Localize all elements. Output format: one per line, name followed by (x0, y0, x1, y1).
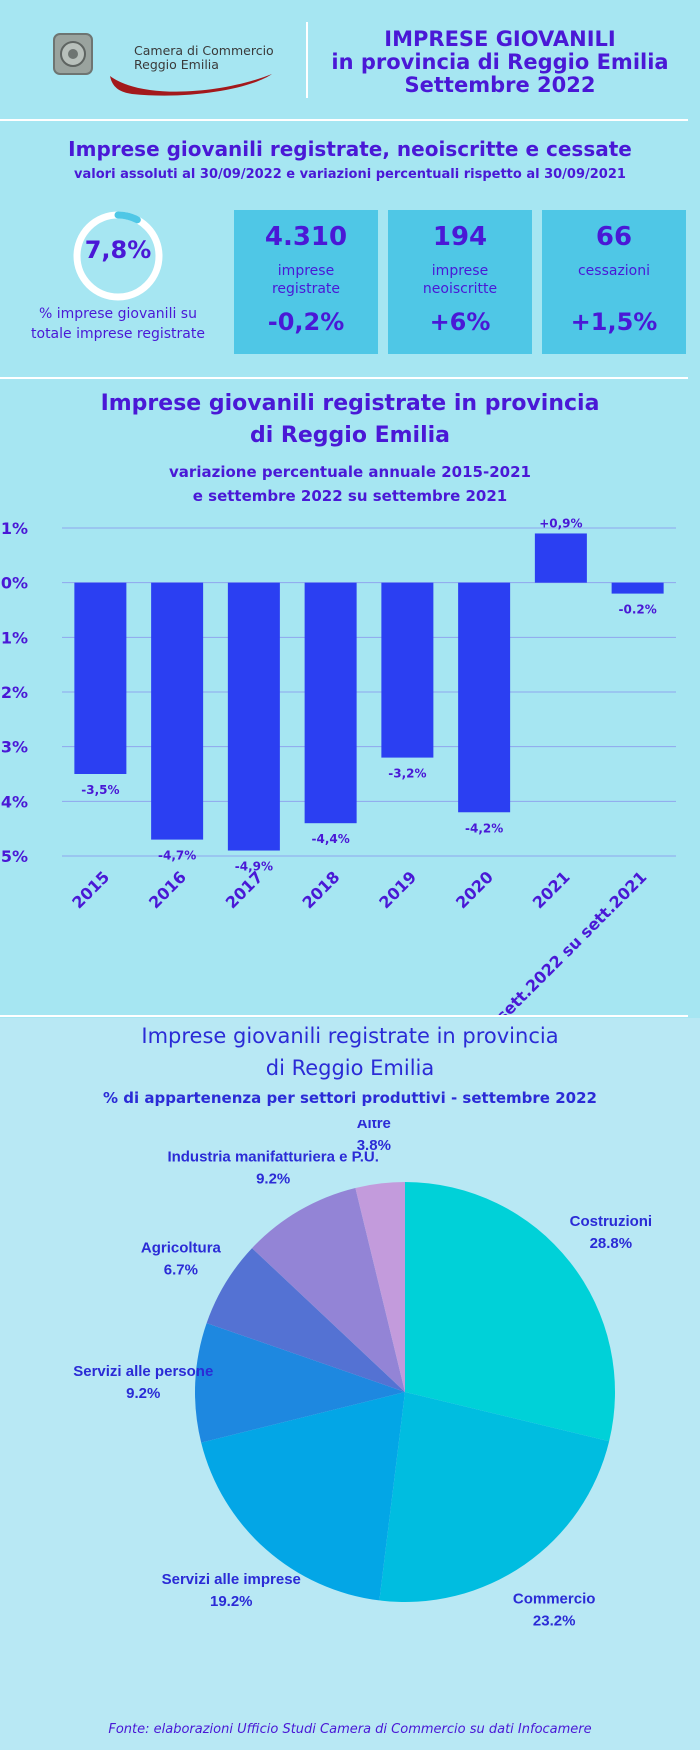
pie-label-value: 19.2% (210, 1593, 253, 1610)
x-tick-label: 2016 (145, 867, 190, 912)
y-tick-label: -3% (0, 738, 28, 757)
kpi-section-title: Imprese giovanili registrate, neoiscritt… (68, 137, 632, 161)
bar (381, 582, 434, 758)
kpi-change: +6% (429, 308, 491, 336)
x-tick-label: 2020 (452, 867, 497, 912)
bar-data-label: -3,5% (81, 783, 119, 797)
pie-label: Costruzioni 28.8% (570, 1213, 653, 1252)
bar-data-label: -0.2% (618, 603, 656, 617)
pie-label: Servizi alle persone 9.2% (73, 1363, 213, 1402)
kpi-box-registrate: 4.310 imprese registrate -0,2% (234, 210, 378, 354)
kpi-label: imprese neoiscritte (422, 263, 498, 297)
pie-slice (206, 1248, 405, 1392)
kpi-number: 4.310 (264, 222, 348, 252)
pie-chart: Costruzioni 28.8% Commercio 23.2% Servizi al… (73, 1120, 653, 1629)
kpi-label: cessazioni (577, 263, 651, 279)
kpi-change: -0,2% (267, 308, 345, 336)
pie-label: Altre 3.8% (357, 1120, 391, 1154)
share-value: 7,8% (84, 236, 152, 264)
pie-slice (195, 1323, 405, 1443)
bar-data-label: -4,7% (158, 849, 196, 863)
page-title: IMPRESE GIOVANILI in provincia di Reggio… (331, 27, 669, 97)
section-divider (0, 119, 688, 121)
pie-slice (201, 1392, 405, 1601)
pie-label-name: Industria manifatturiera e P.U. (167, 1149, 378, 1166)
kpi-change: +1,5% (570, 308, 658, 336)
kpi-section-subtitle: valori assoluti al 30/09/2022 e variazio… (74, 167, 626, 182)
kpi-box-cessazioni: 66 cessazioni +1,5% (542, 210, 686, 354)
header-divider (306, 22, 308, 98)
pie-label-value: 9.2% (256, 1171, 290, 1188)
bar-data-label: +0,9% (539, 516, 582, 530)
x-tick-label: 2018 (299, 867, 344, 912)
pie-chart-title: Imprese giovanili registrate in provinci… (141, 1024, 559, 1080)
bar (74, 582, 127, 774)
pie-label-name: Servizi alle imprese (162, 1571, 301, 1588)
pie-slice (355, 1182, 405, 1392)
source-note: Fonte: elaborazioni Ufficio Studi Camera… (108, 1722, 592, 1737)
y-tick-label: 1% (1, 519, 28, 538)
org-name: Camera di Commercio Reggio Emilia (134, 43, 274, 72)
share-ring (73, 211, 163, 301)
bar-data-label: -3,2% (388, 767, 426, 781)
x-tick-label: 2021 (529, 867, 574, 912)
section-divider (0, 1015, 688, 1017)
x-tick-label: 2019 (375, 867, 420, 912)
pie-label-name: Servizi alle persone (73, 1363, 213, 1380)
bar-data-label: -4,9% (235, 860, 273, 874)
pie-label-name: Costruzioni (570, 1213, 653, 1230)
bar-chart: 1% 0% -1% -2% -3% -4% -5% -3,5% 2015 -4,7% 2016 -4,… (0, 516, 676, 1015)
pie-label-name: Agricoltura (141, 1239, 222, 1256)
x-tick-label: 2017 (222, 867, 267, 912)
y-tick-label: -4% (0, 792, 28, 811)
kpi-number: 194 (432, 222, 488, 252)
pie-label-value: 9.2% (126, 1385, 160, 1402)
bar (458, 582, 511, 813)
pie-label: Commercio 23.2% (513, 1590, 596, 1629)
pie-label-name: Altre (357, 1120, 391, 1132)
kpi-number: 66 (595, 222, 633, 252)
pie-label-name: Commercio (513, 1590, 596, 1607)
pie-slice (379, 1392, 610, 1602)
x-tick-label: sett.2022 su sett.2021 (492, 867, 650, 1015)
bar (227, 582, 280, 851)
pie-label: Industria manifatturiera e P.U. 9.2% (167, 1149, 378, 1188)
share-ring-fill (73, 211, 163, 301)
y-tick-label: -2% (0, 683, 28, 702)
chamber-logo (53, 33, 272, 96)
bar (151, 582, 204, 840)
bar (611, 582, 664, 594)
y-tick-label: -1% (0, 628, 28, 647)
share-label: % imprese giovanili su totale imprese re… (31, 306, 205, 342)
pie-label: Agricoltura 6.7% (141, 1239, 222, 1278)
y-tick-label: 0% (1, 574, 28, 593)
pie-label: Servizi alle imprese 19.2% (162, 1571, 301, 1610)
kpi-box-neoiscritte: 194 imprese neoiscritte +6% (388, 210, 532, 354)
pie-label-value: 3.8% (357, 1137, 391, 1154)
pie-slice (405, 1182, 615, 1442)
bar-chart-subtitle: variazione percentuale annuale 2015-2021… (169, 463, 531, 505)
pie-chart-subtitle: % di appartenenza per settori produttivi… (103, 1089, 597, 1107)
bar-data-label: -4,2% (465, 821, 503, 835)
pie-label-value: 23.2% (533, 1612, 576, 1629)
pie-label-value: 6.7% (164, 1261, 198, 1278)
kpi-label: imprese registrate (271, 263, 341, 297)
bar-data-label: -4,4% (311, 832, 349, 846)
y-tick-label: -5% (0, 847, 28, 866)
bar-chart-title: Imprese giovanili registrate in provinci… (100, 391, 600, 448)
bar (304, 582, 357, 824)
pie-slice (252, 1187, 405, 1392)
pie-label-value: 28.8% (590, 1235, 633, 1252)
bar (534, 533, 587, 583)
section-divider (0, 377, 688, 379)
x-tick-label: 2015 (68, 867, 113, 912)
